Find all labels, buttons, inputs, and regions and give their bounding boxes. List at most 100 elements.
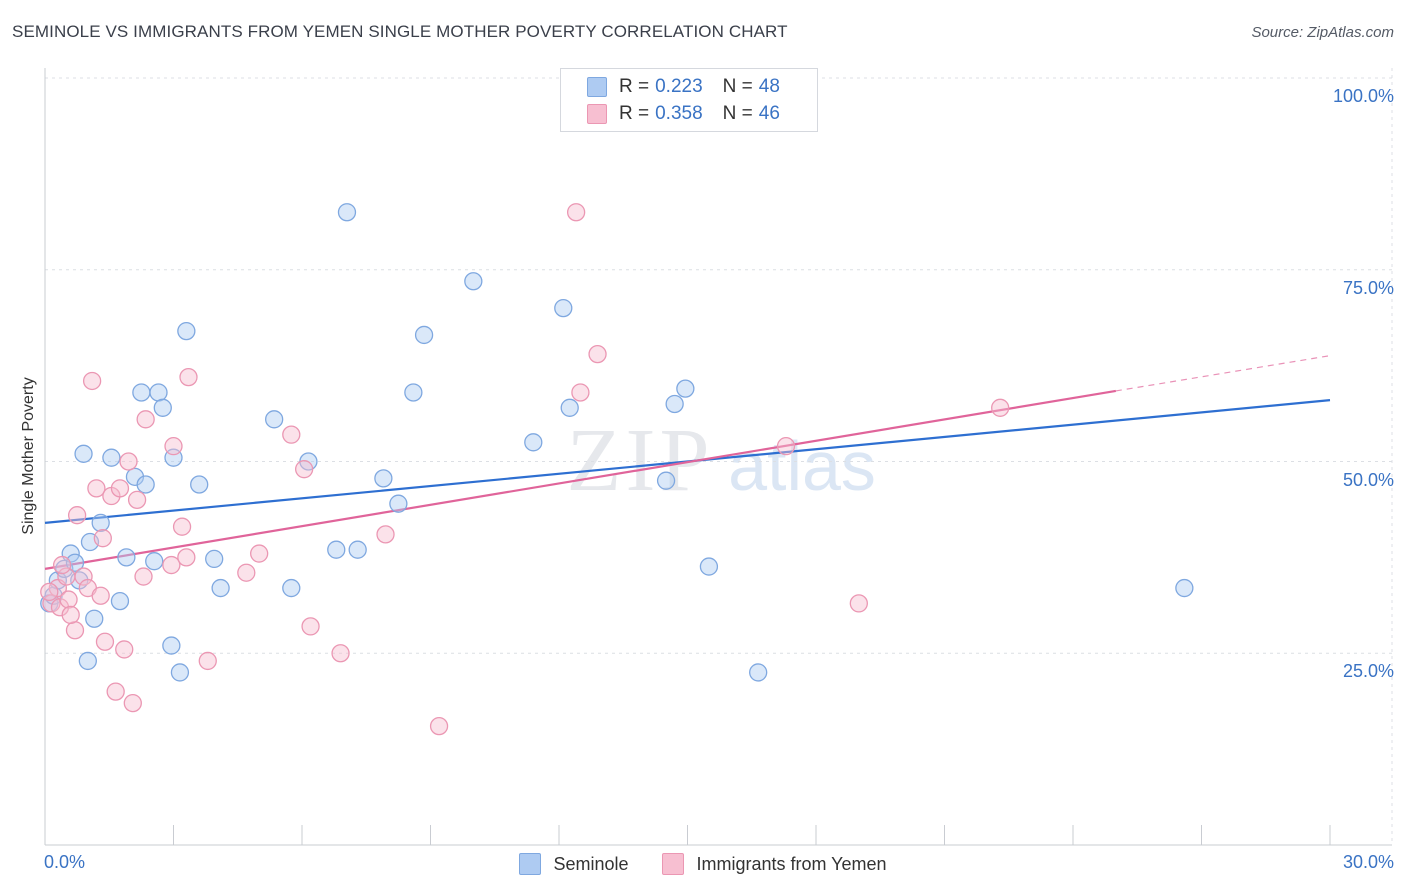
- series-legend: Seminole Immigrants from Yemen: [0, 852, 1406, 876]
- point-seminole: [153, 398, 172, 417]
- axes: [44, 68, 1392, 846]
- point-seminole: [177, 321, 196, 341]
- point-yemen: [179, 367, 198, 387]
- point-yemen: [282, 425, 301, 444]
- point-seminole: [78, 651, 97, 671]
- point-yemen: [134, 567, 153, 586]
- chart-title: SEMINOLE VS IMMIGRANTS FROM YEMEN SINGLE…: [12, 22, 788, 41]
- y-tick-label: 25.0%: [1342, 661, 1394, 682]
- point-yemen: [52, 555, 72, 575]
- point-yemen: [65, 621, 85, 640]
- point-seminole: [560, 398, 579, 417]
- legend-row-yemen: R = 0.358 N = 46: [587, 103, 780, 125]
- point-yemen: [429, 716, 449, 736]
- point-seminole: [389, 494, 408, 513]
- n-value: 46: [758, 103, 780, 124]
- r-label: R =: [619, 76, 650, 97]
- point-seminole: [656, 471, 676, 490]
- point-seminole: [91, 513, 110, 533]
- point-yemen: [164, 437, 183, 456]
- point-seminole: [132, 383, 151, 402]
- legend-item-yemen: Immigrants from Yemen: [662, 853, 887, 875]
- x-tick-label-max: 30.0%: [1342, 852, 1394, 872]
- point-yemen: [110, 479, 130, 498]
- yemen-swatch: [662, 853, 685, 875]
- point-yemen: [571, 383, 590, 402]
- y-axis-label: Single Mother Poverty: [20, 377, 37, 535]
- point-seminole: [665, 394, 684, 414]
- point-seminole: [170, 663, 190, 682]
- y-tick-label: 50.0%: [1342, 469, 1394, 490]
- point-seminole: [414, 325, 434, 345]
- point-seminole: [85, 609, 104, 628]
- point-yemen: [376, 525, 395, 544]
- point-yemen: [119, 452, 138, 471]
- legend-label-seminole: Seminole: [553, 853, 629, 874]
- y-tick-label: 100.0%: [1332, 86, 1394, 106]
- point-yemen: [177, 548, 196, 567]
- point-seminole: [110, 591, 130, 611]
- point-yemen: [991, 398, 1010, 417]
- source-credit: Source: ZipAtlas.com: [1251, 24, 1394, 41]
- point-yemen: [127, 490, 147, 510]
- seminole-swatch: [587, 77, 607, 97]
- point-seminole: [149, 383, 168, 402]
- point-yemen: [172, 517, 192, 536]
- watermark-atlas: atlas: [728, 427, 876, 505]
- point-seminole: [464, 272, 483, 291]
- r-value: 0.358: [655, 103, 703, 124]
- point-yemen: [331, 644, 350, 663]
- point-yemen: [91, 586, 110, 605]
- point-yemen: [237, 563, 256, 582]
- point-seminole: [136, 475, 155, 494]
- trend-lines: [44, 355, 1331, 570]
- point-yemen: [115, 640, 134, 659]
- point-yemen: [294, 460, 314, 479]
- point-yemen: [136, 410, 155, 429]
- point-seminole: [205, 549, 224, 569]
- point-yemen: [95, 632, 115, 651]
- point-seminole: [554, 298, 573, 318]
- n-label: N =: [722, 103, 753, 124]
- point-yemen: [87, 479, 106, 498]
- point-seminole: [117, 548, 136, 567]
- point-seminole: [374, 469, 393, 488]
- point-yemen: [566, 203, 586, 222]
- watermark: ZIP atlas: [567, 411, 876, 510]
- point-yemen: [588, 344, 607, 364]
- point-yemen: [74, 567, 93, 586]
- n-value: 48: [758, 76, 780, 97]
- point-yemen: [250, 544, 269, 563]
- point-yemen: [106, 682, 125, 701]
- x-tick-label-min: 0.0%: [44, 852, 86, 872]
- point-seminole: [1175, 578, 1194, 598]
- point-yemen: [301, 617, 320, 636]
- point-yemen: [198, 651, 217, 671]
- watermark-zip: ZIP: [567, 411, 714, 510]
- point-yemen: [123, 693, 142, 713]
- point-yemen: [42, 594, 61, 613]
- seminole-swatch: [519, 853, 542, 875]
- yemen-swatch: [587, 104, 607, 124]
- point-seminole: [282, 578, 301, 598]
- point-seminole: [162, 636, 181, 655]
- point-seminole: [145, 552, 164, 571]
- correlation-legend: R = 0.223 N = 48 R = 0.358 N = 46: [560, 68, 818, 132]
- point-yemen: [59, 590, 78, 609]
- point-seminole: [404, 383, 423, 402]
- point-seminole: [102, 448, 121, 467]
- point-yemen: [162, 555, 181, 575]
- r-value: 0.223: [655, 76, 703, 97]
- legend-label-yemen: Immigrants from Yemen: [696, 853, 887, 874]
- point-seminole: [74, 444, 93, 463]
- point-seminole: [190, 475, 209, 494]
- point-yemen: [93, 529, 112, 548]
- legend-item-seminole: Seminole: [519, 853, 628, 875]
- point-seminole: [327, 540, 346, 559]
- point-yemen: [61, 605, 80, 625]
- point-seminole: [211, 578, 230, 598]
- y-tick-label: 75.0%: [1342, 277, 1394, 298]
- point-yemen: [776, 437, 796, 456]
- data-points: [40, 203, 1194, 736]
